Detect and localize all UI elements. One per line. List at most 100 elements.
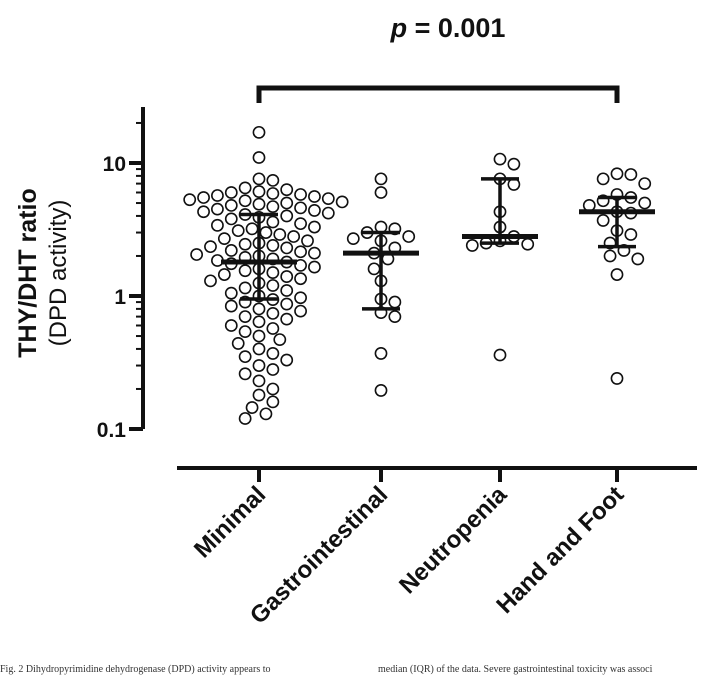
data-point: [245, 401, 259, 414]
data-point: [245, 222, 259, 236]
data-point: [321, 192, 335, 205]
data-point: [252, 172, 266, 186]
data-point: [367, 262, 381, 276]
data-point: [273, 228, 287, 241]
data-point: [294, 217, 307, 231]
data-point: [266, 173, 280, 187]
data-point: [374, 347, 388, 360]
data-point: [287, 230, 301, 243]
data-point: [224, 212, 238, 226]
figure-caption: Fig. 2 Dihydropyrimidine dehydrogenase (…: [0, 664, 708, 678]
summary-bars: [221, 177, 655, 311]
data-point: [280, 196, 294, 210]
data-point: [217, 268, 231, 281]
data-point: [638, 177, 652, 191]
data-point: [238, 194, 252, 208]
data-point: [266, 279, 280, 292]
data-point: [335, 195, 349, 209]
data-point: [638, 196, 652, 210]
data-point: [280, 284, 294, 297]
data-point: [596, 214, 610, 227]
data-point: [610, 268, 624, 281]
data-point: [211, 189, 224, 202]
data-point: [238, 237, 252, 251]
y-tick-label: 1: [114, 286, 126, 309]
x-tick-label: Hand and Foot: [491, 481, 629, 619]
data-point: [402, 230, 416, 243]
data-point: [521, 237, 535, 251]
p-value-italic: p: [390, 13, 408, 43]
x-tick-label: Minimal: [189, 481, 271, 563]
data-point: [252, 125, 266, 139]
data-point: [294, 245, 307, 259]
data-point: [266, 306, 280, 320]
data-point: [197, 205, 210, 219]
data-point: [238, 367, 252, 381]
data-point: [238, 310, 252, 324]
data-point: [211, 202, 224, 216]
data-point: [273, 333, 287, 347]
data-point: [266, 239, 280, 252]
data-point: [231, 337, 245, 350]
data-point: [266, 322, 280, 335]
data-point: [266, 347, 280, 360]
data-point: [183, 193, 197, 207]
data-point: [252, 315, 266, 329]
data-point: [224, 286, 238, 300]
data-point: [294, 188, 307, 201]
data-point: [238, 325, 252, 338]
data-point: [507, 157, 521, 171]
data-point: [493, 348, 507, 362]
y-ticks: 0.1 1 10: [97, 121, 143, 442]
data-point: [374, 186, 388, 199]
data-point: [624, 228, 638, 241]
data-point: [294, 291, 307, 305]
caption-right: median (IQR) of the data. Severe gastroi…: [378, 664, 653, 675]
data-point: [374, 384, 388, 397]
data-point: [252, 185, 266, 198]
data-point: [266, 266, 280, 279]
y-axis-label: THY/DHT ratio: [14, 188, 42, 357]
data-point: [217, 232, 231, 246]
data-point: [252, 197, 266, 211]
data-point: [280, 209, 294, 223]
y-axis-sublabel: (DPD activity): [45, 200, 72, 347]
data-point: [238, 181, 252, 195]
y-axis: 0.1 1 10 THY/DHT ratio (DPD activity): [14, 107, 145, 442]
data-point: [252, 302, 266, 316]
data-point: [252, 359, 266, 372]
data-point: [465, 239, 479, 252]
data-point: [259, 226, 273, 239]
data-point: [321, 206, 335, 220]
data-point: [252, 151, 266, 164]
data-point: [224, 186, 238, 199]
data-point: [224, 244, 238, 257]
data-point: [252, 388, 266, 402]
data-point: [204, 274, 217, 288]
x-tick-label: Neutropenia: [394, 481, 513, 600]
data-point: [493, 152, 507, 166]
data-point: [308, 246, 321, 260]
data-point: [308, 190, 321, 203]
data-point: [238, 412, 252, 425]
data-point: [238, 281, 252, 295]
data-point: [603, 249, 617, 263]
data-point: [388, 295, 402, 309]
data-point: [308, 204, 321, 217]
data-point: [280, 183, 294, 197]
data-point: [280, 297, 294, 311]
data-point: [280, 312, 294, 326]
data-point: [231, 224, 245, 238]
data-point: [388, 310, 402, 324]
data-point: [266, 395, 280, 409]
data-point: [252, 329, 266, 343]
data-point: [224, 299, 238, 313]
data-point: [211, 218, 224, 232]
data-point: [266, 200, 280, 214]
data-point: [610, 167, 624, 181]
data-point: [374, 172, 388, 186]
p-value-rest: = 0.001: [407, 13, 505, 43]
